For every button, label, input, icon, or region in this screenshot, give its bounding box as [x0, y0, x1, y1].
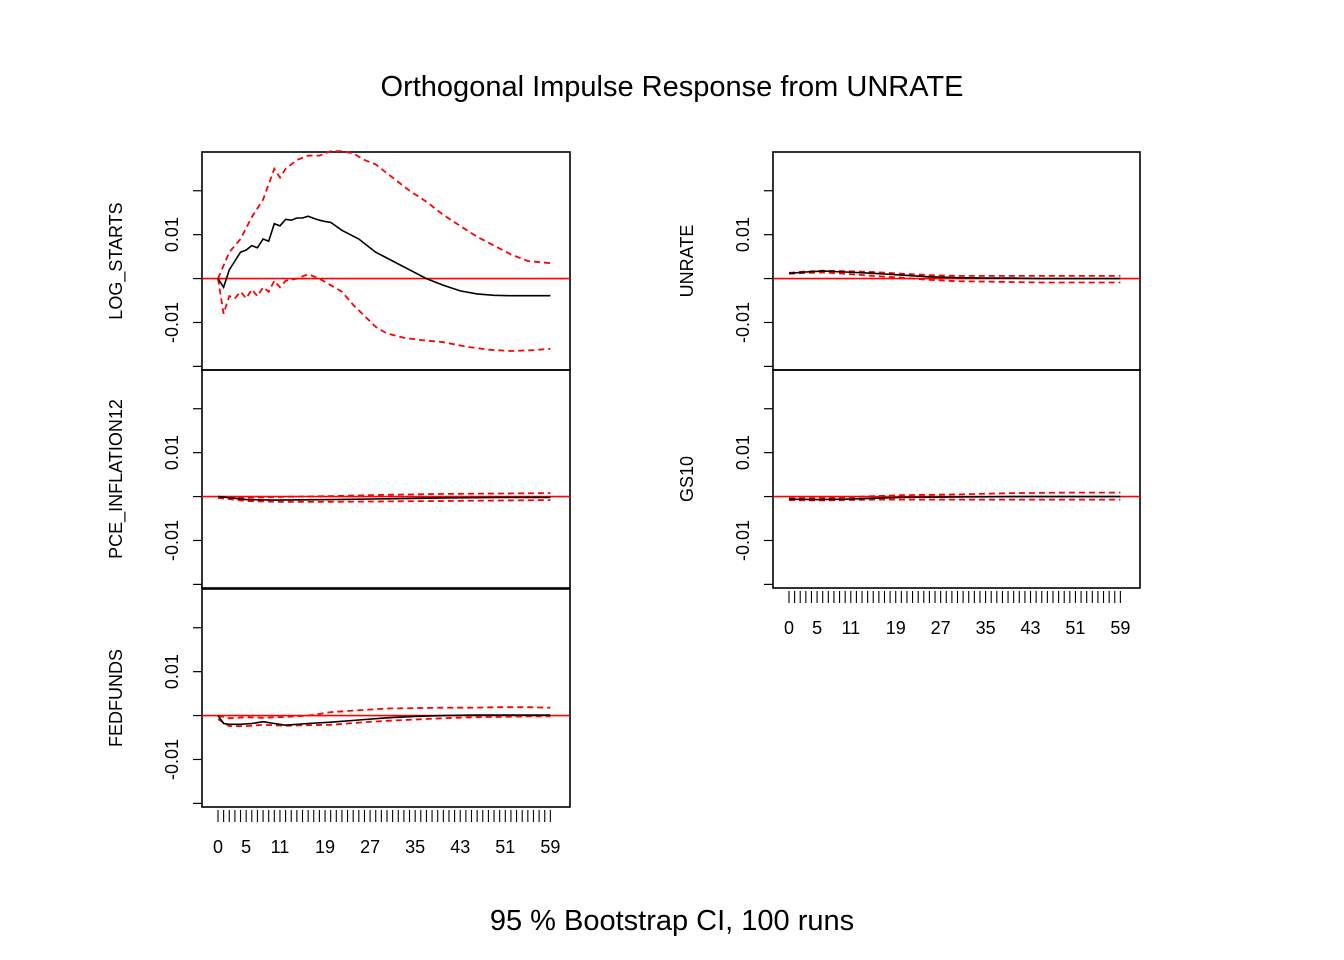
panel-log_starts: -0.01 0.01 LOG_STARTS [106, 150, 571, 371]
panel-ylabel: UNRATE [677, 225, 697, 298]
x-tick-label: 19 [315, 837, 335, 857]
ci-upper-line [217, 492, 551, 499]
panel-ylabel: LOG_STARTS [106, 202, 127, 319]
ci-lower-line [788, 498, 1121, 502]
x-tick-label: 19 [886, 618, 906, 638]
y-tick-label: 0.01 [162, 217, 182, 252]
y-tick-label: -0.01 [733, 302, 753, 343]
panel-ylabel: PCE_INFLATION12 [106, 399, 127, 559]
ci-upper-line [217, 150, 551, 279]
x-tick-label: 51 [495, 837, 515, 857]
y-tick-label: 0.01 [162, 654, 182, 689]
ci-upper-line [788, 269, 1121, 277]
y-tick-label: 0.01 [733, 217, 753, 252]
y-tick-label: -0.01 [162, 520, 182, 561]
x-tick-label: 59 [1110, 618, 1130, 638]
panel-pce_inflation12: -0.01 0.01 PCE_INFLATION12 [106, 369, 571, 589]
response-line [788, 495, 1121, 501]
chart-title: Orthogonal Impulse Response from UNRATE [381, 71, 964, 103]
response-line [217, 215, 551, 297]
y-tick-label: -0.01 [733, 520, 753, 561]
x-tick-label: 27 [931, 618, 951, 638]
ci-lower-line [788, 271, 1121, 284]
chart-footer: 95 % Bootstrap CI, 100 runs [490, 905, 854, 937]
x-tick-label: 11 [271, 837, 290, 857]
x-tick-label: 51 [1065, 618, 1085, 638]
panel-fedfunds: -0.01 0.01 FEDFUNDS 0 5 11 19 27 35 43 51 59 [106, 588, 571, 857]
response-line [217, 495, 551, 501]
response-line [217, 714, 551, 727]
panel-ylabel: GS10 [677, 456, 697, 502]
x-tick-label: 5 [812, 618, 822, 638]
ci-upper-line [789, 491, 1121, 500]
panel-frame [201, 369, 571, 589]
panel-frame [772, 369, 1141, 589]
y-tick-label: -0.01 [162, 302, 182, 343]
panel-frame [772, 151, 1141, 371]
panel-gs10: -0.01 0.01 GS10 0 5 11 19 27 35 43 51 59 [677, 369, 1141, 638]
x-tick-label: 0 [213, 837, 223, 857]
ci-lower-line [217, 273, 551, 352]
x-tick-label: 27 [360, 837, 380, 857]
y-tick-label: 0.01 [733, 435, 753, 470]
response-line [788, 270, 1121, 280]
ci-lower-line [217, 715, 551, 727]
panel-unrate: -0.01 0.01 UNRATE [677, 151, 1141, 371]
panel-frame [201, 588, 571, 808]
ci-upper-line [217, 706, 551, 720]
x-tick-label: 43 [1021, 618, 1041, 638]
x-tick-label: 35 [976, 618, 996, 638]
x-tick-label: 59 [540, 837, 560, 857]
y-tick-label: -0.01 [162, 739, 182, 780]
x-tick-label: 35 [405, 837, 425, 857]
y-tick-label: 0.01 [162, 435, 182, 470]
panel-ylabel: FEDFUNDS [106, 649, 126, 747]
x-tick-label: 5 [241, 837, 251, 857]
panel-frame [201, 151, 571, 371]
ci-lower-line [217, 497, 551, 503]
x-tick-label: 0 [784, 618, 794, 638]
x-tick-label: 11 [841, 618, 860, 638]
panels-group: -0.01 0.01 LOG_STARTS -0.01 0.01 PCE_INFLATIO… [106, 150, 1141, 857]
x-tick-label: 43 [450, 837, 470, 857]
